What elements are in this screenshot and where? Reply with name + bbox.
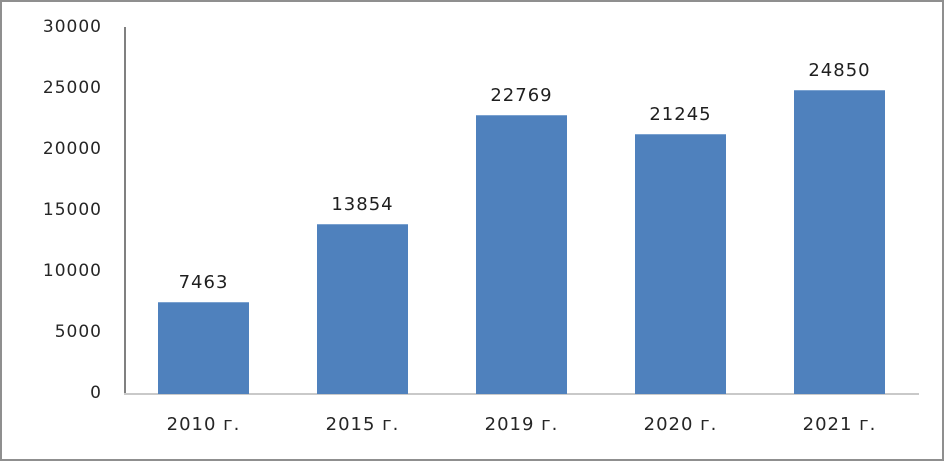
y-axis-tick-label: 25000 — [42, 78, 102, 98]
x-axis-category-label: 2021 г. — [802, 414, 877, 435]
x-axis-category-label: 2019 г. — [484, 414, 559, 435]
bar-value-label: 21245 — [649, 103, 712, 125]
bar-2020 — [635, 133, 726, 394]
y-axis-line — [124, 27, 126, 395]
x-axis-category-label: 2020 г. — [643, 414, 718, 435]
bar-value-label: 22769 — [490, 85, 553, 107]
bar-value-label: 7463 — [178, 271, 229, 293]
x-axis-category-label: 2010 г. — [166, 414, 241, 435]
bar-2010 — [158, 301, 249, 394]
bar-value-label: 13854 — [331, 193, 394, 215]
bar-value-label: 24850 — [808, 59, 871, 81]
y-axis-tick-label: 30000 — [42, 17, 102, 37]
bar-2021 — [794, 89, 885, 394]
bar-2019 — [476, 115, 567, 394]
x-axis-line — [124, 393, 919, 395]
y-axis-tick-label: 5000 — [54, 322, 102, 342]
y-axis-tick-label: 10000 — [42, 261, 102, 281]
bar-2015 — [317, 223, 408, 394]
y-axis-tick-label: 15000 — [42, 200, 102, 220]
y-axis-tick-label: 0 — [90, 383, 102, 403]
x-axis-category-label: 2015 г. — [325, 414, 400, 435]
y-axis-tick-label: 20000 — [42, 139, 102, 159]
